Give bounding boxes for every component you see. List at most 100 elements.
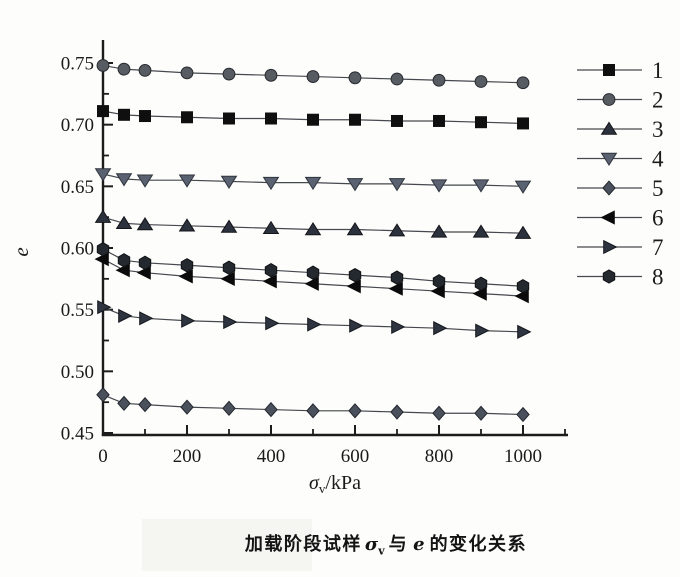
triangle-up-marker <box>178 218 196 232</box>
legend-entry-1: 1 <box>577 58 664 83</box>
triangle-left-marker <box>600 210 615 225</box>
triangle-up-marker <box>220 219 238 233</box>
circle-marker <box>96 59 110 72</box>
hexagon-marker <box>516 279 530 294</box>
triangle-left-marker <box>388 281 403 296</box>
series-6 <box>94 251 529 304</box>
circle-marker <box>138 64 152 77</box>
triangle-left-marker <box>115 263 130 278</box>
diamond-marker <box>222 400 236 416</box>
square-marker <box>118 108 130 121</box>
legend-label: 1 <box>652 58 664 83</box>
triangle-up-marker <box>600 121 618 135</box>
triangle-left-marker <box>430 284 445 299</box>
hexagon-marker <box>96 242 110 257</box>
legend-entry-5: 5 <box>577 176 664 201</box>
square-marker <box>307 113 319 126</box>
triangle-down-marker <box>514 180 532 194</box>
scan-artifact <box>142 519 312 571</box>
triangle-down-marker <box>472 179 490 193</box>
y-tick-label: 0.60 <box>61 239 94 260</box>
circle-marker <box>602 93 616 106</box>
triangle-right-marker <box>307 317 322 332</box>
diamond-marker <box>516 406 530 423</box>
hexagon-marker <box>264 263 278 278</box>
square-marker <box>603 64 615 76</box>
triangle-right-marker <box>391 319 406 335</box>
hexagon-marker <box>222 260 236 275</box>
diamond-marker <box>432 405 446 421</box>
x-tick-label: 1000 <box>504 446 542 467</box>
triangle-left-marker <box>136 265 151 280</box>
square-marker <box>391 114 403 127</box>
series-2 <box>96 59 530 90</box>
series-1 <box>97 105 529 130</box>
y-axis-title: e <box>9 247 33 256</box>
diamond-marker <box>306 403 320 419</box>
square-marker <box>349 113 361 126</box>
series-5 <box>96 387 530 423</box>
hexagon-marker <box>306 265 320 280</box>
hexagon-marker <box>117 253 131 268</box>
circle-marker <box>306 70 320 83</box>
triangle-up-marker <box>346 221 364 236</box>
triangle-up-marker <box>136 217 154 231</box>
square-marker <box>139 110 151 123</box>
triangle-down-marker <box>388 178 406 192</box>
diamond-marker <box>348 403 362 419</box>
y-tick-label: 0.70 <box>61 115 94 136</box>
circle-marker <box>474 75 488 88</box>
y-tick-label: 0.45 <box>61 424 94 445</box>
e-symbol: e <box>413 534 425 555</box>
legend-label: 8 <box>652 265 664 290</box>
legend-entry-3: 3 <box>577 117 664 142</box>
series-8 <box>96 242 530 294</box>
triangle-right-marker <box>475 323 490 338</box>
hexagon-marker <box>602 269 616 284</box>
x-axis-title: σv/kPa <box>309 472 361 496</box>
square-marker <box>97 105 109 118</box>
diamond-marker <box>138 396 152 413</box>
diamond-marker <box>180 399 194 415</box>
triangle-left-marker <box>262 274 277 289</box>
hexagon-marker <box>138 255 152 270</box>
triangle-right-marker <box>603 239 618 255</box>
triangle-down-marker <box>136 174 154 188</box>
circle-marker <box>348 71 362 85</box>
circle-marker <box>180 66 194 80</box>
series-4 <box>94 168 532 194</box>
square-marker <box>517 117 529 130</box>
triangle-right-marker <box>223 314 238 330</box>
triangle-down-marker <box>178 174 196 188</box>
legend-label: 3 <box>652 117 664 142</box>
diamond-marker <box>602 180 616 196</box>
triangle-left-marker <box>514 288 529 304</box>
sigma-v-symbol: σv <box>364 534 385 558</box>
y-tick-label: 0.65 <box>61 177 94 198</box>
triangle-right-marker <box>118 308 133 323</box>
legend-label: 2 <box>652 88 664 113</box>
legend-label: 6 <box>652 206 664 231</box>
legend-label: 5 <box>652 176 664 201</box>
legend-label: 7 <box>652 235 664 260</box>
hexagon-marker <box>348 267 362 283</box>
triangle-down-marker <box>94 168 112 182</box>
triangle-up-marker <box>262 220 280 234</box>
triangle-right-marker <box>97 300 112 315</box>
y-tick-label: 0.55 <box>61 300 94 321</box>
triangle-left-marker <box>346 279 361 294</box>
triangle-right-marker <box>139 311 154 326</box>
triangle-down-marker <box>600 152 618 167</box>
x-tick-label: 600 <box>341 446 370 467</box>
legend-entry-2: 2 <box>577 88 664 113</box>
x-tick-label: 0 <box>98 446 108 467</box>
triangle-right-marker <box>517 324 532 339</box>
square-marker <box>265 112 277 125</box>
triangle-down-marker <box>262 176 280 191</box>
square-marker <box>433 114 445 127</box>
hexagon-marker <box>474 276 488 291</box>
square-marker <box>181 111 193 124</box>
triangle-right-marker <box>181 313 196 328</box>
circle-marker <box>516 76 530 90</box>
